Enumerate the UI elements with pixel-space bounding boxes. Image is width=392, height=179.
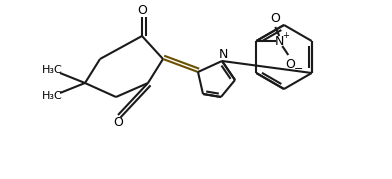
Text: O: O [285, 57, 295, 71]
Text: O: O [113, 117, 123, 129]
Text: N: N [218, 47, 228, 61]
Text: N: N [275, 35, 284, 47]
Text: O: O [137, 4, 147, 16]
Text: O: O [270, 11, 280, 25]
Text: +: + [282, 30, 289, 40]
Text: H₃C: H₃C [42, 65, 62, 75]
Text: H₃C: H₃C [42, 91, 62, 101]
Text: −: − [294, 64, 303, 74]
